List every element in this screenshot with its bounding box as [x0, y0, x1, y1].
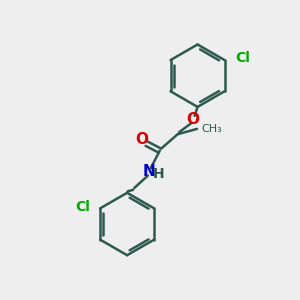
Text: Cl: Cl	[75, 200, 90, 214]
Text: Cl: Cl	[235, 51, 250, 65]
Text: H: H	[153, 167, 165, 181]
Text: N: N	[143, 164, 156, 179]
Text: O: O	[187, 112, 200, 127]
Text: O: O	[135, 132, 148, 147]
Text: CH₃: CH₃	[201, 124, 222, 134]
